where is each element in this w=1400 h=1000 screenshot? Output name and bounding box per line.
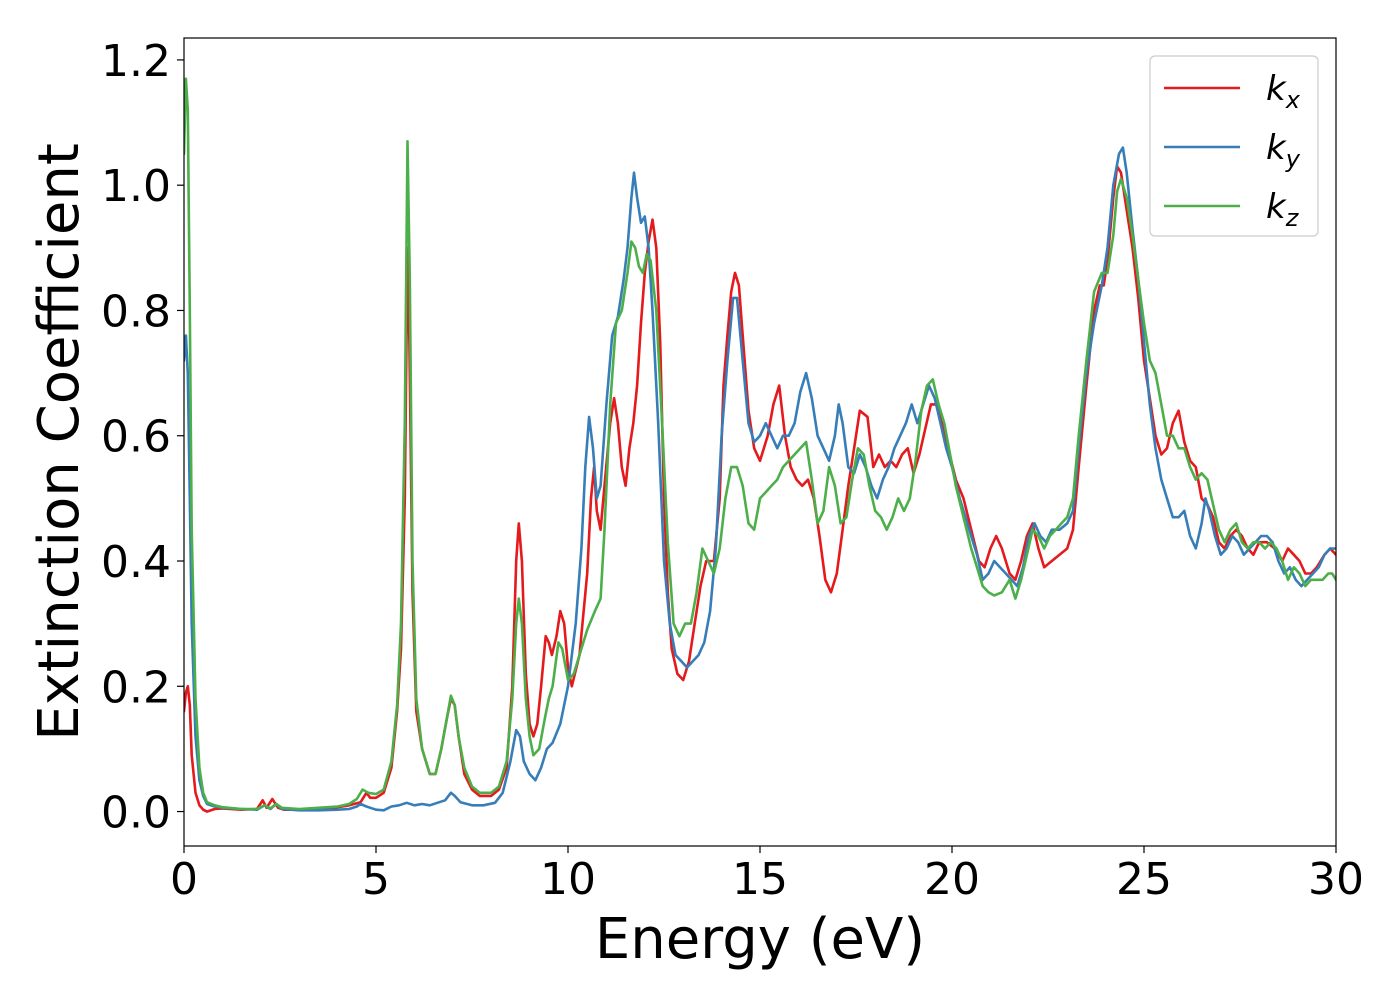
y-tick-label: 0.6: [101, 412, 171, 463]
legend-label-ky: ky: [1266, 128, 1301, 173]
x-tick-label: 0: [170, 854, 198, 905]
legend: kx ky kz: [1149, 55, 1319, 237]
y-tick-label: 1.0: [101, 161, 171, 212]
y-tick-label: 0.4: [101, 537, 171, 588]
x-tick-label: 25: [1116, 854, 1172, 905]
legend-label-kx: kx: [1266, 69, 1301, 114]
y-tick-label: 0.0: [101, 788, 171, 839]
plot-series: [184, 77, 1336, 813]
x-tick-label: 10: [540, 854, 596, 905]
x-axis-ticks: 0 5 10 15 20 25 30: [170, 846, 1364, 905]
y-tick-label: 0.8: [101, 286, 171, 337]
x-tick-label: 5: [362, 854, 390, 905]
x-axis-title: Energy (eV): [595, 907, 925, 972]
x-tick-label: 20: [924, 854, 980, 905]
y-tick-label: 0.2: [101, 662, 171, 713]
y-tick-label: 1.2: [101, 36, 171, 87]
legend-label-kz: kz: [1266, 187, 1300, 232]
series-line-ky: [184, 146, 1336, 812]
y-axis-ticks: 0.0 0.2 0.4 0.6 0.8 1.0 1.2: [101, 36, 184, 839]
x-tick-label: 15: [732, 854, 788, 905]
x-tick-label: 30: [1308, 854, 1364, 905]
y-axis-title: Extinction Coefficient: [27, 143, 92, 741]
series-line-kz: [184, 77, 1336, 811]
